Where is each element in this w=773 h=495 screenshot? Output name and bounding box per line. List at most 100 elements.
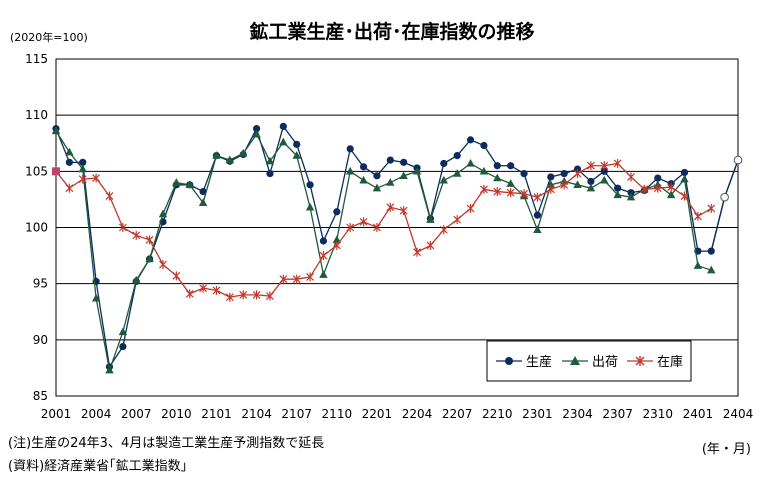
- data-point: [132, 275, 141, 284]
- footnote-note: (注)生産の24年3、4月は製造工業生産予測指数で延長: [8, 436, 325, 451]
- footnote-source: (資料)経済産業省｢鉱工業指数｣: [8, 459, 188, 474]
- data-point: [399, 206, 408, 216]
- x-tick-label: 2107: [281, 407, 312, 421]
- data-point: [546, 184, 555, 194]
- data-point: [586, 183, 596, 192]
- data-point: [212, 285, 221, 295]
- data-point: [453, 215, 462, 225]
- data-point: [506, 179, 515, 187]
- gridlines: [56, 114, 738, 341]
- data-point: [439, 175, 449, 184]
- data-point: [359, 175, 368, 184]
- data-point: [306, 181, 314, 189]
- data-point: [359, 163, 368, 171]
- forecast-line: [710, 159, 739, 252]
- data-point: [600, 175, 609, 184]
- data-point: [158, 209, 168, 218]
- data-point: [613, 190, 622, 199]
- data-point: [466, 203, 475, 213]
- forecast-extension: [710, 155, 743, 252]
- data-point: [145, 254, 154, 263]
- data-point: [359, 217, 368, 227]
- data-point: [225, 292, 234, 302]
- x-tick-label: 2210: [482, 407, 513, 421]
- data-point: [680, 191, 689, 201]
- data-point: [426, 215, 435, 223]
- data-point: [386, 156, 394, 164]
- x-tick-label: 2204: [402, 407, 433, 421]
- x-tick-label: 2004: [81, 407, 112, 421]
- data-point: [493, 173, 502, 182]
- data-point: [560, 169, 568, 178]
- legend-label-production: 生産: [526, 354, 552, 370]
- legend-label-shipments: 出荷: [592, 355, 618, 370]
- data-point: [185, 180, 194, 189]
- data-point: [212, 151, 221, 159]
- data-point: [172, 271, 181, 281]
- y-tick-label: 110: [25, 108, 48, 122]
- y-tick-label: 85: [33, 389, 48, 403]
- data-point: [332, 235, 342, 244]
- data-point: [439, 225, 448, 235]
- data-point: [627, 172, 635, 182]
- data-point: [399, 171, 408, 180]
- data-point: [707, 265, 716, 274]
- data-point: [466, 158, 475, 167]
- data-point: [372, 183, 382, 192]
- data-point: [533, 211, 542, 219]
- data-point: [346, 223, 355, 232]
- data-point: [680, 174, 689, 183]
- data-point: [479, 184, 488, 194]
- data-point: [319, 251, 328, 261]
- data-point: [373, 223, 381, 232]
- y-tick-label: 105: [25, 164, 48, 178]
- series-group: [51, 122, 743, 374]
- data-point: [319, 270, 328, 278]
- data-point: [520, 169, 528, 178]
- data-point: [533, 225, 542, 233]
- data-point: [145, 235, 154, 245]
- data-point: [493, 187, 502, 197]
- data-point: [51, 126, 61, 135]
- data-point: [65, 158, 73, 166]
- series-0: [52, 122, 742, 371]
- x-tick-label: 2101: [201, 407, 232, 421]
- data-point: [252, 290, 261, 300]
- x-tick-label: 2110: [322, 407, 353, 421]
- data-point: [118, 327, 128, 336]
- forecast-point: [720, 192, 729, 202]
- x-tick-label: 2401: [683, 407, 714, 421]
- data-point: [587, 177, 595, 186]
- data-point: [573, 180, 582, 189]
- data-point: [452, 169, 462, 177]
- unit-label: (2020年=100): [10, 30, 88, 44]
- data-point: [480, 141, 488, 150]
- legend-item-shipments: 出荷: [562, 355, 618, 370]
- data-point: [172, 178, 181, 186]
- data-point: [412, 166, 422, 175]
- x-tick-label: 2307: [602, 407, 633, 421]
- data-point: [654, 174, 662, 182]
- data-point: [386, 178, 395, 186]
- data-point: [667, 182, 676, 192]
- data-point: [292, 274, 301, 284]
- data-point: [400, 158, 408, 166]
- data-point: [279, 137, 288, 146]
- data-point: [252, 125, 261, 133]
- data-point: [373, 172, 381, 180]
- data-point: [79, 158, 87, 166]
- data-point: [319, 237, 328, 245]
- data-point: [507, 162, 515, 170]
- series-line: [55, 124, 739, 369]
- legend: 生産 出荷 在庫: [486, 340, 692, 382]
- x-tick-label: 2201: [362, 407, 393, 421]
- x-axis-ticks: 2001 2004 2007 2010 2101 2104 2107 2110 2201 2204…: [41, 407, 754, 421]
- data-point: [345, 166, 355, 175]
- data-point: [614, 184, 622, 192]
- x-tick-label: 2001: [41, 407, 72, 421]
- data-point: [573, 169, 582, 179]
- data-point: [239, 290, 248, 300]
- data-point: [613, 158, 622, 168]
- data-point: [586, 161, 595, 171]
